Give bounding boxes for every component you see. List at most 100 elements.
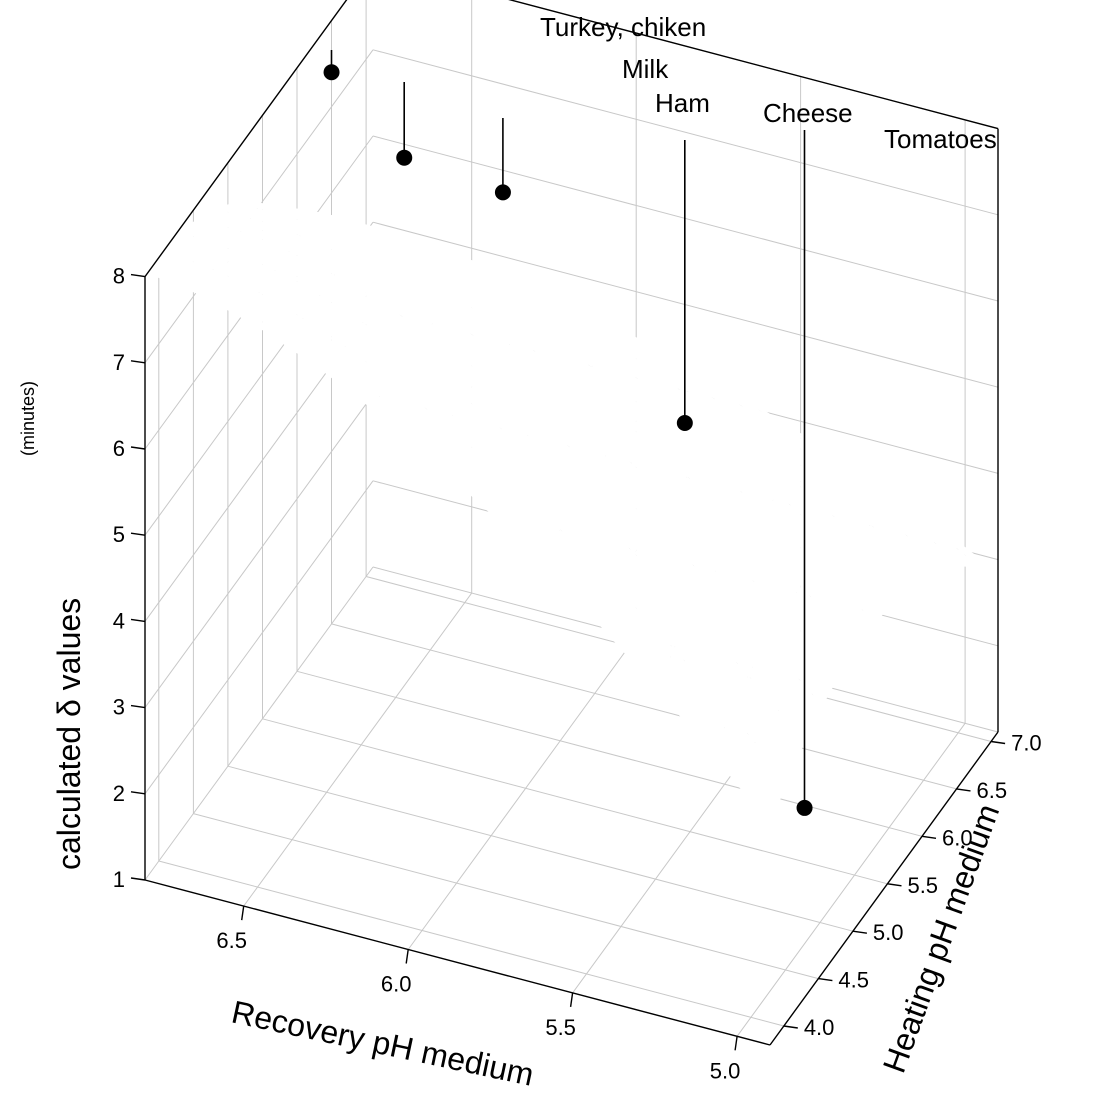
y-tick-label: 4.5 [838,968,869,993]
x-tick-label: 5.0 [710,1058,741,1083]
grid-line [243,592,473,907]
food-markers: Turkey, chiken Milk Ham Cheese Tomatoes [323,12,997,816]
surface-cell [652,498,727,582]
surface-cell [495,283,570,319]
surface-cell [683,388,758,436]
z-tick-label: 6 [113,436,125,461]
z-tick-mark [130,791,146,795]
x-tick-mark [734,1036,738,1051]
surface-cell [293,261,369,314]
surface-cell [232,201,307,217]
surface-cell [315,337,390,410]
food-label: Turkey, chiken [540,12,706,42]
grid-line [331,623,957,790]
surface-cell [586,316,662,354]
axis-frame [144,0,999,1046]
z-tick-mark [130,532,146,536]
surface-cell [831,472,907,520]
z-tick-mark [130,704,146,709]
frame-edge [144,0,348,278]
surface-cell [538,398,613,470]
y-tick-label: 5.0 [873,920,904,945]
grid-line [158,860,784,1027]
surface-cell [381,231,456,256]
surface-cell [643,350,719,390]
surface-cell [796,476,871,535]
grid-line [193,813,819,980]
z-tick-mark [130,360,146,364]
surface-cell [350,294,425,354]
surface-cell [429,425,504,510]
z-tick-label: 5 [113,522,125,547]
food-point [396,149,413,166]
grid-line [144,566,374,881]
surface-cell [577,469,653,554]
surface-cell [779,483,854,548]
surface-cell [634,523,709,613]
surface-cell [516,326,592,381]
surface-cell [744,510,819,587]
y-tick-label: 6.0 [942,825,973,850]
surface-cell [704,445,780,511]
surface-cell [888,518,963,570]
frame-edge [144,879,771,1046]
surface-cell [560,497,635,588]
surface-cell [385,266,460,314]
surface-cell [446,397,521,476]
surface-cell [521,419,596,498]
x-axis-label: Recovery pH medium [229,994,537,1093]
surface-cell [713,713,788,826]
surface-cell [871,519,946,577]
y-tick-mark [852,930,867,934]
surface-cell [774,429,850,474]
surface-cell [481,353,557,420]
surface-cell [307,212,382,233]
surface-cell [599,587,674,689]
z-tick-label: 8 [113,264,125,289]
surface-cell [783,586,858,674]
z-tick-mark [130,877,146,881]
surface-cell [673,612,749,714]
surface-cell [145,250,220,296]
y-tick-label: 4.0 [804,1015,835,1040]
surface-cell [162,232,237,272]
surface-cell [853,524,928,589]
surface-cell [687,458,762,530]
frame-edge [769,731,999,1046]
food-label: Ham [655,88,710,118]
surface-cell [438,255,513,285]
surface-cell [735,394,810,440]
x-tick-label: 6.0 [381,971,412,996]
z-tick-label: 1 [113,867,125,892]
surface-cell [219,251,294,302]
surface-cell [460,290,535,338]
surface-cell [363,231,439,259]
surface-cell [814,472,889,525]
surface-cell [739,430,815,484]
surface-cell [420,255,495,291]
surface-cell [906,518,981,568]
grid-line [144,480,374,795]
surface-cell [503,445,578,530]
surface-cell [424,313,500,374]
surface-cell [389,353,465,426]
x-tick-label: 5.5 [545,1015,576,1040]
surface-cell [691,581,766,676]
surface-cell [836,534,911,604]
surface-cell [477,284,552,327]
food-point [323,64,340,81]
grid-line [144,394,374,708]
tick-labels: 123456785.05.56.06.54.04.55.05.56.06.57.… [113,264,1042,1084]
y-tick-mark [887,883,902,887]
surface-cell [923,521,998,573]
z-axis-label: calculated δ values [51,598,87,870]
grid-line [372,49,999,216]
z-tick-label: 4 [113,608,125,633]
y-tick-label: 6.5 [977,778,1008,803]
surface-cell [726,529,801,613]
surface-cell [372,379,447,458]
surface-cell [591,357,666,411]
surface-cell [197,208,272,236]
surface-cell [866,478,942,529]
surface-cell [718,389,793,433]
